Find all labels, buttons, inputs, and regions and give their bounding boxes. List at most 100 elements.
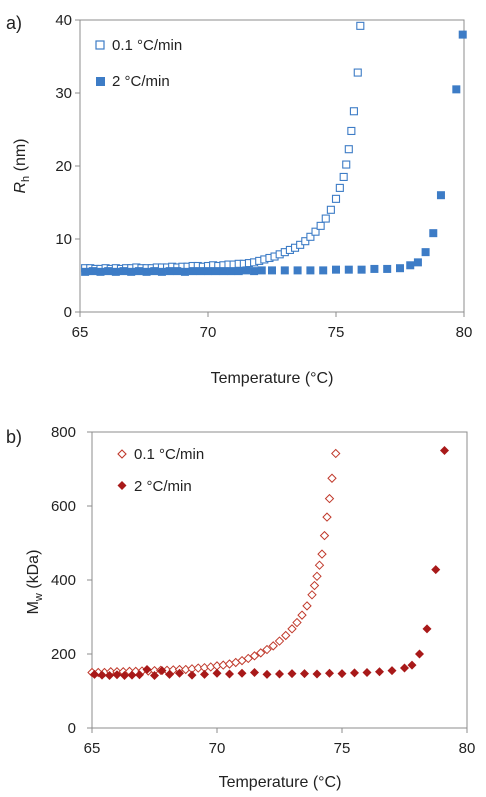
y-tick-label: 10 bbox=[55, 231, 72, 248]
panel-b-legend-marker-open bbox=[117, 449, 127, 459]
data-point-series-1 bbox=[331, 194, 341, 203]
data-point-series-2 bbox=[196, 267, 205, 276]
data-point-series-2 bbox=[415, 649, 424, 659]
x-tick-label: 80 bbox=[456, 324, 473, 341]
data-point-series-2 bbox=[250, 267, 259, 276]
data-point-series-2 bbox=[250, 668, 259, 677]
data-point-series-2 bbox=[350, 668, 359, 678]
y-tick-label: 30 bbox=[55, 85, 72, 102]
panel-a-data-points bbox=[81, 21, 467, 276]
panel-a-y-axis-label-sub: h bbox=[20, 176, 32, 182]
data-point-series-1 bbox=[312, 571, 322, 582]
data-point-series-2 bbox=[188, 267, 197, 276]
data-point-series-2 bbox=[211, 267, 220, 276]
data-point-series-2 bbox=[237, 668, 247, 678]
data-point-series-2 bbox=[96, 267, 105, 276]
data-point-series-1 bbox=[347, 126, 356, 136]
panel-b-legend-marker-filled bbox=[117, 481, 127, 490]
data-point-series-2 bbox=[142, 665, 152, 675]
data-point-series-1 bbox=[306, 232, 315, 241]
data-point-series-2 bbox=[332, 265, 340, 274]
data-point-series-2 bbox=[200, 669, 209, 679]
data-point-series-1 bbox=[307, 590, 317, 600]
data-point-series-1 bbox=[262, 644, 272, 655]
panel-a-label: a) bbox=[6, 13, 22, 33]
panel-b-label: b) bbox=[6, 427, 22, 447]
panel-a-y-axis-label-unit: (nm) bbox=[12, 138, 29, 175]
y-tick-label: 0 bbox=[64, 304, 72, 321]
data-point-series-2 bbox=[375, 667, 384, 677]
y-tick-label: 40 bbox=[55, 12, 72, 29]
data-point-series-1 bbox=[274, 636, 285, 646]
panel-a-legend: 0.1 °C/min 2 °C/min bbox=[95, 37, 182, 90]
panel-b-y-axis-label-unit: (kDa) bbox=[25, 550, 42, 594]
data-point-series-2 bbox=[268, 266, 276, 275]
data-point-series-2 bbox=[204, 267, 212, 276]
panel-a-x-axis-label: Temperature (°C) bbox=[211, 370, 334, 387]
data-point-series-2 bbox=[357, 265, 366, 274]
data-point-series-2 bbox=[150, 670, 159, 680]
data-point-series-2 bbox=[275, 669, 284, 679]
data-point-series-1 bbox=[302, 601, 312, 611]
data-point-series-2 bbox=[120, 670, 129, 680]
x-tick-label: 70 bbox=[209, 740, 226, 757]
data-point-series-2 bbox=[180, 267, 189, 276]
data-point-series-1 bbox=[281, 630, 291, 641]
data-point-series-2 bbox=[452, 85, 461, 94]
data-point-series-2 bbox=[387, 666, 397, 676]
data-point-series-2 bbox=[337, 669, 347, 679]
data-point-series-2 bbox=[413, 258, 422, 267]
data-point-series-2 bbox=[135, 670, 144, 680]
panel-a-y-ticks: 0 10 20 30 40 bbox=[55, 12, 80, 321]
data-point-series-2 bbox=[165, 267, 174, 276]
data-point-series-1 bbox=[314, 560, 325, 570]
data-point-series-2 bbox=[440, 446, 449, 455]
data-point-series-1 bbox=[349, 107, 358, 116]
data-point-series-1 bbox=[287, 624, 297, 634]
data-point-series-2 bbox=[300, 669, 309, 679]
y-tick-label: 400 bbox=[51, 572, 76, 589]
data-point-series-2 bbox=[362, 668, 372, 677]
data-point-series-2 bbox=[142, 267, 151, 276]
x-tick-label: 75 bbox=[328, 324, 345, 341]
data-point-series-2 bbox=[421, 248, 430, 257]
x-tick-label: 80 bbox=[459, 740, 476, 757]
data-point-series-1 bbox=[317, 549, 327, 559]
data-point-series-2 bbox=[119, 267, 128, 276]
data-point-series-1 bbox=[249, 651, 260, 661]
panel-b-x-axis-label: Temperature (°C) bbox=[219, 774, 342, 791]
data-point-series-1 bbox=[321, 214, 330, 223]
panel-a-y-axis-label-main: R bbox=[12, 182, 29, 194]
data-point-series-2 bbox=[212, 668, 222, 678]
data-point-series-1 bbox=[324, 493, 335, 504]
panel-b-y-axis-label-sub: w bbox=[33, 593, 45, 602]
data-point-series-2 bbox=[293, 266, 302, 275]
data-point-series-2 bbox=[325, 668, 334, 678]
x-tick-label: 70 bbox=[200, 324, 217, 341]
panel-b-legend-label-fast: 2 °C/min bbox=[134, 478, 192, 495]
data-point-series-2 bbox=[90, 669, 99, 679]
panel-a-legend-label-slow: 0.1 °C/min bbox=[112, 37, 182, 54]
data-point-series-2 bbox=[344, 265, 353, 274]
data-point-series-2 bbox=[436, 191, 445, 200]
data-point-series-2 bbox=[406, 261, 415, 270]
data-point-series-1 bbox=[339, 172, 348, 181]
panel-b-legend-label-slow: 0.1 °C/min bbox=[134, 446, 204, 463]
data-point-series-1 bbox=[297, 610, 307, 620]
data-point-series-2 bbox=[242, 266, 251, 275]
x-tick-label: 75 bbox=[334, 740, 351, 757]
data-point-series-1 bbox=[335, 183, 344, 192]
panel-b-x-ticks: 65 70 75 80 bbox=[84, 728, 476, 757]
data-point-series-2 bbox=[429, 229, 438, 238]
data-point-series-2 bbox=[280, 266, 289, 275]
data-point-series-2 bbox=[97, 670, 107, 680]
x-tick-label: 65 bbox=[84, 740, 101, 757]
data-point-series-1 bbox=[316, 221, 325, 230]
data-point-series-1 bbox=[319, 530, 330, 541]
panel-b-y-axis-label-main: M bbox=[25, 601, 42, 614]
panel-a: a) 0 10 20 30 40 65 70 75 80 Temperature (°C) R… bbox=[6, 12, 472, 387]
data-point-series-2 bbox=[112, 670, 122, 680]
data-point-series-2 bbox=[227, 267, 236, 276]
panel-a-x-ticks: 65 70 75 80 bbox=[72, 312, 473, 341]
data-point-series-2 bbox=[157, 666, 167, 676]
